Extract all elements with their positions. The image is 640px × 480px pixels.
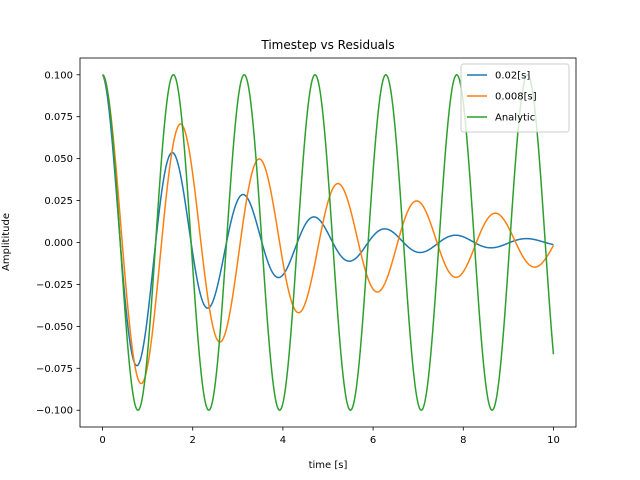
x-tick-label: 8 — [460, 435, 466, 446]
y-tick-label: −0.075 — [36, 364, 73, 375]
chart-title: Timestep vs Residuals — [260, 38, 394, 52]
y-tick-label: 0.075 — [44, 112, 73, 123]
legend: 0.02[s] 0.008[s] Analytic — [460, 63, 570, 133]
y-tick-label: 0.050 — [44, 154, 73, 165]
legend-label-2: Analytic — [495, 113, 535, 124]
series-line-2 — [102, 74, 555, 411]
x-tick-label: 4 — [280, 435, 286, 446]
x-axis-ticks: 0 2 4 6 8 10 — [99, 427, 560, 446]
series-layer — [101, 74, 555, 411]
x-tick-label: 0 — [99, 435, 105, 446]
series-line-0 — [101, 74, 554, 367]
x-tick-label: 6 — [370, 435, 376, 446]
y-tick-label: 0.100 — [44, 70, 73, 81]
legend-box — [460, 63, 570, 133]
y-axis-label: Amplititude — [1, 213, 12, 271]
x-tick-label: 10 — [547, 435, 560, 446]
y-tick-label: 0.000 — [44, 238, 73, 249]
y-tick-label: −0.050 — [36, 322, 73, 333]
x-tick-label: 2 — [190, 435, 196, 446]
y-tick-label: −0.025 — [36, 280, 73, 291]
series-line-1 — [102, 74, 555, 385]
y-tick-label: 0.025 — [44, 196, 73, 207]
y-axis-ticks: −0.100 −0.075 −0.050 −0.025 0.000 0.025 0.050 0… — [36, 70, 80, 417]
legend-label-1: 0.008[s] — [495, 92, 537, 103]
x-axis-label: time [s] — [309, 460, 348, 471]
legend-label-0: 0.02[s] — [495, 71, 530, 82]
y-tick-label: −0.100 — [36, 406, 73, 417]
